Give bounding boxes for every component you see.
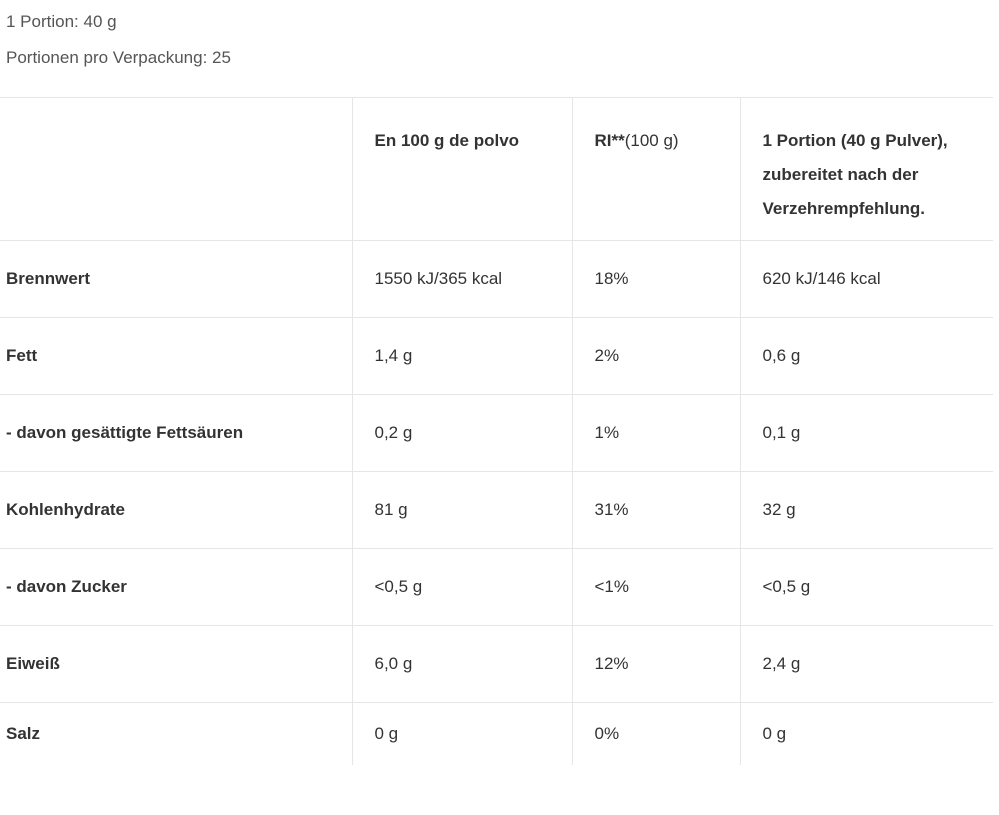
table-cell: <0,5 g	[739, 548, 993, 626]
table-cell: 1550 kJ/365 kcal	[351, 240, 572, 318]
nutrition-table: En 100 g de polvo RI**(100 g) 1 Portion …	[0, 97, 993, 765]
table-row: Fett 1,4 g 2% 0,6 g	[0, 317, 993, 395]
row-label: - davon Zucker	[0, 548, 352, 626]
table-row: - davon gesättigte Fettsäuren 0,2 g 1% 0,1 …	[0, 394, 993, 472]
table-cell: 31%	[571, 471, 740, 549]
header-text: 1 Portion (40 g Pulver), zubereitet nach…	[762, 131, 948, 218]
header-cell	[0, 97, 352, 241]
table-cell: 0,1 g	[739, 394, 993, 472]
header-row: En 100 g de polvo RI**(100 g) 1 Portion …	[0, 97, 993, 241]
table-cell: 32 g	[739, 471, 993, 549]
table-cell: 0 g	[739, 702, 993, 765]
table-row: Salz 0 g 0% 0 g	[0, 702, 993, 765]
header-cell: En 100 g de polvo	[351, 97, 572, 241]
table-cell: 1,4 g	[351, 317, 572, 395]
table-head: En 100 g de polvo RI**(100 g) 1 Portion …	[0, 97, 993, 241]
header-cell: 1 Portion (40 g Pulver), zubereitet nach…	[739, 97, 993, 241]
table-cell: 12%	[571, 625, 740, 703]
table-cell: 81 g	[351, 471, 572, 549]
serving-size: 1 Portion: 40 g	[6, 12, 117, 31]
table-cell: 620 kJ/146 kcal	[739, 240, 993, 318]
table-row: Eiweiß 6,0 g 12% 2,4 g	[0, 625, 993, 703]
table-row: Kohlenhydrate 81 g 31% 32 g	[0, 471, 993, 549]
row-label: Salz	[0, 702, 352, 765]
header-text: RI**	[594, 131, 625, 150]
table-cell: <0,5 g	[351, 548, 572, 626]
table-cell: 1%	[571, 394, 740, 472]
table-cell: 0 g	[351, 702, 572, 765]
header-text: (100 g)	[624, 131, 679, 150]
header-text: En 100 g de polvo	[374, 131, 520, 150]
table-cell: 0,2 g	[351, 394, 572, 472]
table-row: - davon Zucker <0,5 g <1% <0,5 g	[0, 548, 993, 626]
row-label: Fett	[0, 317, 352, 395]
table-row: Brennwert 1550 kJ/365 kcal 18% 620 kJ/146 k…	[0, 240, 993, 318]
servings-per-package: Portionen pro Verpackung: 25	[6, 48, 231, 67]
table-cell: <1%	[571, 548, 740, 626]
row-label: Eiweiß	[0, 625, 352, 703]
table-cell: 18%	[571, 240, 740, 318]
table-body: Brennwert 1550 kJ/365 kcal 18% 620 kJ/146 k…	[0, 240, 993, 765]
header-cell: RI**(100 g)	[571, 97, 740, 241]
table-cell: 6,0 g	[351, 625, 572, 703]
table-cell: 0%	[571, 702, 740, 765]
table-cell: 2%	[571, 317, 740, 395]
row-label: Kohlenhydrate	[0, 471, 352, 549]
table-cell: 2,4 g	[739, 625, 993, 703]
table-cell: 0,6 g	[739, 317, 993, 395]
row-label: Brennwert	[0, 240, 352, 318]
row-label: - davon gesättigte Fettsäuren	[0, 394, 352, 472]
